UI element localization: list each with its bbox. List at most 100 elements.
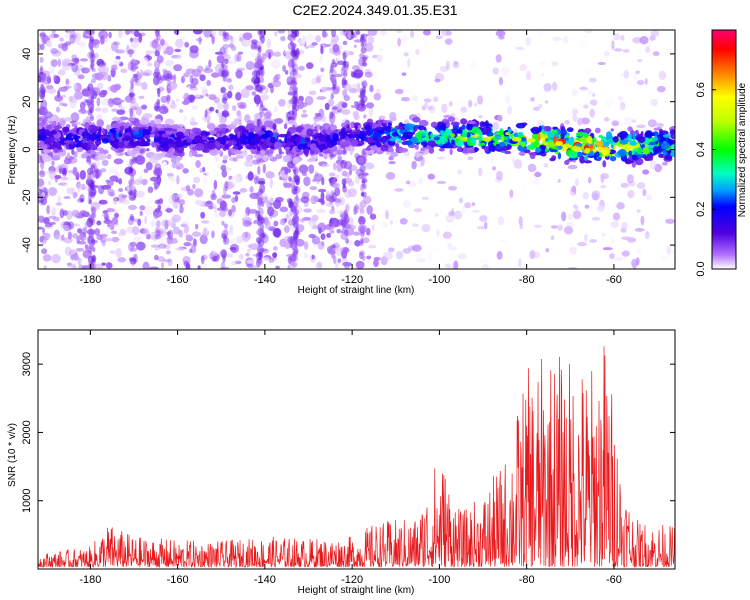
spectrogram-noise-cell [111, 236, 120, 243]
spectrogram-streak-cell [222, 75, 227, 82]
spectrogram-ridge-cell [658, 153, 664, 158]
spectrogram-noise-cell [212, 204, 217, 210]
spectrogram-noise-cell [584, 233, 588, 243]
spectrogram-streak-cell [258, 177, 266, 184]
spectrogram-ridge-cell [268, 149, 274, 154]
spectrogram-noise-cell [348, 224, 357, 230]
spectrogram-noise-cell [456, 98, 466, 108]
spectrogram-noise-cell [311, 235, 321, 245]
spectrogram-streak-cell [344, 217, 349, 225]
spectrogram-streak-cell [154, 227, 160, 233]
spectrogram-ridge-cell [216, 132, 221, 138]
spectrogram-noise-cell [46, 75, 52, 84]
spectrogram-streak-cell [223, 58, 229, 65]
spectrogram-ridge-cell [303, 148, 310, 155]
spectrogram-noise-cell [572, 113, 578, 122]
y-tick-label: 20 [21, 96, 33, 108]
spectrogram-ridge-cell [438, 148, 445, 152]
spectrogram-ridge-cell [386, 128, 392, 132]
spectrogram-noise-cell [48, 235, 54, 244]
spectrogram-noise-cell [183, 92, 190, 102]
spectrogram-noise-cell [536, 30, 544, 37]
spectrogram-ridge-cell [537, 133, 541, 142]
spectrogram-streak-cell [86, 101, 93, 107]
spectrogram-ridge-cell [445, 120, 450, 129]
spectrogram-streak-cell [128, 193, 135, 200]
spectrogram-noise-cell [54, 234, 64, 241]
spectrogram-ridge-cell [222, 155, 229, 161]
spectrogram-ridge-cell [61, 119, 66, 126]
spectrogram-noise-cell [490, 154, 494, 163]
spectrogram-noise-cell [311, 77, 318, 85]
spectrogram-noise-cell [422, 30, 431, 36]
spectrogram-noise-cell [171, 162, 177, 169]
spectrogram-ridge-cell [285, 149, 289, 155]
spectrogram-noise-cell [46, 204, 51, 215]
spectrogram-noise-cell [94, 263, 104, 269]
spectrogram-noise-cell [577, 40, 587, 50]
spectrogram-streak-cell [287, 42, 295, 51]
spectrogram-noise-cell [592, 93, 596, 98]
spectrogram-ridge-cell [261, 142, 269, 150]
spectrogram-noise-cell [640, 215, 645, 226]
spectrogram-noise-cell [592, 192, 599, 201]
spectrogram-noise-cell [262, 163, 266, 174]
spectrogram-ridge-cell [497, 114, 503, 122]
spectrogram-ridge-cell [81, 153, 87, 159]
spectrogram-noise-cell [109, 250, 116, 255]
spectrogram-noise-cell [453, 60, 458, 65]
spectrogram-noise-cell [66, 221, 75, 230]
spectrogram-noise-cell [279, 218, 286, 226]
spectrogram-noise-cell [366, 259, 370, 264]
x-tick-label: -120 [341, 274, 363, 286]
spectrogram-noise-cell [436, 180, 447, 184]
spectrogram-ridge-cell [259, 150, 266, 156]
spectrogram-noise-cell [38, 39, 43, 45]
spectrogram-noise-cell [450, 113, 456, 117]
spectrogram-streak-cell [288, 110, 295, 116]
spectrogram-noise-cell [194, 188, 204, 198]
spectrogram-ridge-cell [433, 136, 440, 141]
spectrogram-noise-cell [207, 253, 216, 258]
spectrogram-noise-cell [213, 207, 218, 214]
spectrogram-noise-cell [492, 166, 496, 171]
spectrogram-streak-cell [344, 263, 350, 269]
spectrogram-noise-cell [367, 30, 378, 36]
spectrogram-ridge-cell [543, 142, 548, 146]
spectrogram-noise-cell [242, 220, 252, 227]
spectrogram-streak-cell [154, 199, 161, 205]
spectrogram-noise-cell [51, 253, 61, 264]
spectrogram-streak-cell [91, 263, 96, 269]
spectrogram-streak-cell [255, 175, 260, 183]
spectrogram-noise-cell [319, 115, 327, 122]
spectrogram-ridge-cell [385, 151, 392, 156]
x-tick-label: -100 [428, 574, 450, 586]
spectrogram-ridge-cell [225, 128, 229, 133]
spectrogram-noise-cell [249, 186, 254, 193]
spectrogram-noise-cell [532, 106, 540, 112]
spectrogram-noise-cell [464, 202, 472, 209]
spectrogram-noise-cell [376, 54, 383, 63]
spectrogram-noise-cell [98, 184, 105, 195]
spectrogram-ridge-cell [450, 133, 456, 138]
spectrogram-noise-cell [213, 179, 218, 190]
spectrogram-noise-cell [167, 79, 171, 87]
spectrogram-ridge-cell [577, 117, 583, 126]
spectrogram-noise-cell [216, 197, 224, 205]
spectrogram-streak-cell [221, 64, 228, 70]
spectrogram-noise-cell [170, 92, 174, 96]
spectrogram-noise-cell [59, 37, 64, 42]
spectrogram-noise-cell [364, 43, 374, 52]
spectrogram-streak-cell [87, 174, 92, 184]
spectrogram-noise-cell [354, 239, 361, 247]
spectrogram-streak-cell [329, 113, 336, 124]
spectrogram-noise-cell [478, 167, 483, 177]
spectrogram-noise-cell [145, 161, 153, 171]
spectrogram-noise-cell [369, 84, 374, 93]
spectrogram-streak-cell [39, 160, 45, 170]
spectrogram-ridge-cell [627, 126, 633, 132]
spectrogram-ridge-cell [380, 144, 389, 152]
spectrogram-noise-cell [477, 95, 484, 105]
spectrogram-noise-cell [574, 178, 580, 187]
spectrogram-noise-cell [68, 96, 74, 102]
